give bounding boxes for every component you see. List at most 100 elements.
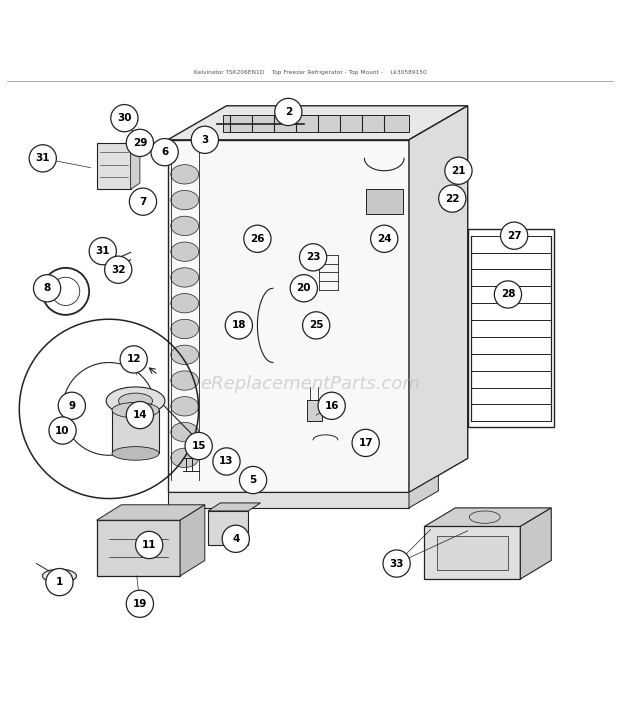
Bar: [168, 492, 409, 508]
Text: 24: 24: [377, 233, 392, 244]
Polygon shape: [520, 508, 551, 579]
Circle shape: [29, 145, 56, 172]
Bar: [223, 115, 409, 133]
Ellipse shape: [112, 402, 159, 418]
Ellipse shape: [171, 216, 198, 236]
Text: 14: 14: [133, 410, 147, 420]
Text: 26: 26: [250, 233, 265, 244]
Circle shape: [120, 346, 148, 373]
Text: 27: 27: [507, 231, 521, 241]
Text: Kelvinator TSK206EN1D    Top Freezer Refrigerator - Top Mount -    Lk30589150: Kelvinator TSK206EN1D Top Freezer Refrig…: [193, 70, 427, 75]
Circle shape: [299, 244, 327, 271]
Bar: [97, 521, 180, 576]
Ellipse shape: [42, 569, 76, 583]
Circle shape: [111, 104, 138, 132]
Text: 29: 29: [133, 138, 147, 148]
Circle shape: [439, 185, 466, 212]
Text: 23: 23: [306, 252, 321, 262]
Ellipse shape: [171, 397, 198, 416]
Bar: [467, 230, 554, 428]
Circle shape: [33, 275, 61, 302]
Circle shape: [371, 225, 398, 252]
Text: 13: 13: [219, 457, 234, 466]
Polygon shape: [97, 505, 205, 521]
Circle shape: [185, 432, 212, 460]
Polygon shape: [409, 476, 438, 508]
Polygon shape: [409, 106, 467, 492]
Polygon shape: [168, 106, 467, 140]
Text: 2: 2: [285, 107, 292, 117]
Ellipse shape: [171, 242, 198, 261]
Ellipse shape: [118, 393, 153, 409]
Ellipse shape: [171, 294, 198, 313]
Text: 4: 4: [232, 534, 239, 544]
Text: 31: 31: [95, 247, 110, 256]
Text: 10: 10: [55, 426, 70, 436]
Polygon shape: [131, 137, 140, 189]
Text: 5: 5: [249, 475, 257, 485]
Circle shape: [191, 126, 218, 154]
Text: 16: 16: [324, 401, 339, 411]
Text: 25: 25: [309, 320, 324, 331]
Circle shape: [151, 138, 178, 166]
Circle shape: [213, 448, 240, 475]
Ellipse shape: [171, 345, 198, 365]
Bar: [112, 410, 159, 453]
Text: 19: 19: [133, 599, 147, 609]
Circle shape: [244, 225, 271, 252]
Circle shape: [130, 188, 157, 215]
Circle shape: [239, 466, 267, 494]
Ellipse shape: [112, 447, 159, 460]
Bar: [208, 511, 248, 545]
Text: 33: 33: [389, 558, 404, 568]
Text: 31: 31: [35, 154, 50, 163]
Ellipse shape: [171, 319, 198, 339]
Circle shape: [46, 568, 73, 596]
Circle shape: [126, 129, 154, 157]
Polygon shape: [168, 140, 409, 492]
Text: 1: 1: [56, 577, 63, 587]
Text: 21: 21: [451, 166, 466, 175]
Text: 8: 8: [43, 283, 51, 294]
Bar: [425, 526, 520, 579]
Circle shape: [303, 312, 330, 339]
Circle shape: [275, 99, 302, 125]
Polygon shape: [425, 508, 551, 526]
Circle shape: [494, 281, 521, 308]
Ellipse shape: [171, 448, 198, 468]
Text: 9: 9: [68, 401, 76, 411]
Text: 15: 15: [192, 441, 206, 451]
Circle shape: [318, 392, 345, 419]
Ellipse shape: [171, 191, 198, 210]
Text: 28: 28: [501, 289, 515, 299]
Circle shape: [49, 417, 76, 444]
Text: 32: 32: [111, 265, 125, 275]
Circle shape: [225, 312, 252, 339]
Bar: [366, 189, 403, 214]
Circle shape: [383, 550, 410, 577]
Polygon shape: [180, 505, 205, 576]
Circle shape: [445, 157, 472, 184]
Text: 12: 12: [126, 355, 141, 365]
Text: 6: 6: [161, 147, 168, 157]
Bar: [307, 399, 322, 421]
Text: 18: 18: [232, 320, 246, 331]
Bar: [437, 536, 508, 570]
Text: 11: 11: [142, 540, 156, 550]
Ellipse shape: [171, 371, 198, 390]
Circle shape: [105, 256, 132, 283]
Text: 17: 17: [358, 438, 373, 448]
Text: 3: 3: [202, 135, 208, 145]
Ellipse shape: [469, 511, 500, 523]
Text: 20: 20: [296, 283, 311, 294]
Ellipse shape: [171, 165, 198, 184]
Text: 7: 7: [140, 196, 147, 207]
Ellipse shape: [171, 268, 198, 287]
Circle shape: [126, 402, 154, 428]
Circle shape: [89, 238, 117, 265]
Text: eReplacementParts.com: eReplacementParts.com: [200, 375, 420, 393]
Circle shape: [58, 392, 86, 419]
Circle shape: [290, 275, 317, 302]
Polygon shape: [208, 503, 260, 511]
Circle shape: [136, 531, 163, 558]
